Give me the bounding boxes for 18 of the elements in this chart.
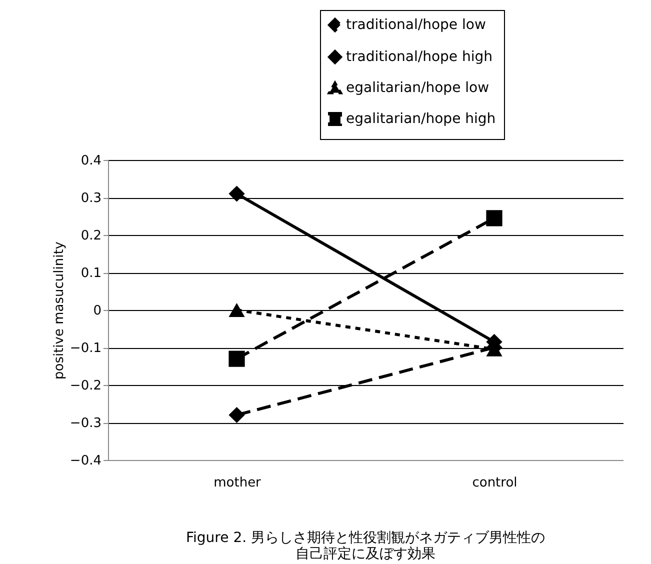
y-tick-label: −0.1 <box>70 341 102 356</box>
legend-label: egalitarian/hope high <box>346 111 496 127</box>
y-tick-label: −0.2 <box>70 378 102 394</box>
text: 自己評定に及ぼす効果 <box>296 546 436 562</box>
y-tick-label: −0.3 <box>70 416 102 431</box>
y-tick-label: 0.3 <box>80 191 102 206</box>
y-tick-label: 0.4 <box>80 154 102 168</box>
y-tick-label: −0.4 <box>70 454 102 468</box>
text: Figure 2. 男らしさ期待と性役割観がネガティブ男性性の <box>186 530 546 546</box>
legend-label: traditional/hope high <box>346 49 493 65</box>
legend-label: egalitarian/hope low <box>346 80 490 96</box>
legend-label: traditional/hope low <box>346 17 486 33</box>
x-tick-label: mother <box>214 476 262 490</box>
x-tick-label: control <box>472 476 518 490</box>
y-tick-label: 0.1 <box>80 266 102 281</box>
y-tick-label: 0.2 <box>80 228 102 244</box>
y-axis-title: positive masuculinity <box>52 241 67 380</box>
y-tick-label: 0 <box>93 304 102 318</box>
